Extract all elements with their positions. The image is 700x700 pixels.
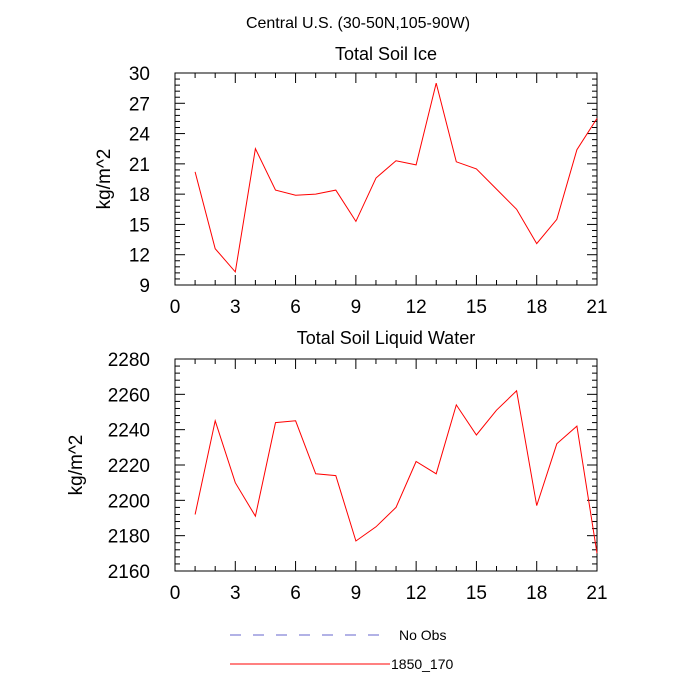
chart-panel-1: Total Soil Ice 0 3 6 9 12 15 18 21 9 12 15 18 21 24 27 3… bbox=[94, 44, 608, 318]
x-tick-label: 9 bbox=[351, 297, 362, 318]
y-axis-label: kg/m^2 bbox=[66, 435, 87, 496]
y-tick-label: 12 bbox=[129, 246, 150, 267]
x-tick-label: 15 bbox=[466, 297, 487, 318]
x-tick-label: 3 bbox=[230, 297, 241, 318]
y-tick-label: 2240 bbox=[108, 421, 150, 442]
plot-frame bbox=[174, 72, 598, 286]
y-tick-label: 15 bbox=[129, 215, 150, 236]
plot-frame bbox=[174, 358, 598, 572]
series-line-1850_170 bbox=[194, 389, 598, 554]
x-tick-label: 0 bbox=[170, 583, 181, 604]
y-tick-label: 21 bbox=[129, 155, 150, 176]
x-tick-label: 6 bbox=[290, 583, 301, 604]
legend: No Obs 1850_170 bbox=[230, 627, 454, 672]
panel-title: Total Soil Liquid Water bbox=[297, 328, 475, 348]
y-tick-label: 24 bbox=[129, 125, 151, 146]
y-tick-label: 2160 bbox=[108, 562, 150, 583]
chart-panel-2: Total Soil Liquid Water 0 3 6 9 12 15 18 21 2160 2… bbox=[66, 328, 608, 604]
y-tick-label: 30 bbox=[129, 64, 150, 85]
y-tick-label: 2260 bbox=[108, 385, 150, 406]
x-tick-label: 12 bbox=[406, 583, 427, 604]
x-tick-label: 21 bbox=[586, 297, 607, 318]
x-tick-label: 15 bbox=[466, 583, 487, 604]
x-tick-label: 18 bbox=[526, 583, 547, 604]
x-tick-label: 6 bbox=[290, 297, 301, 318]
series-line-1850_170 bbox=[194, 82, 598, 274]
legend-label: 1850_170 bbox=[391, 656, 454, 672]
y-tick-label: 2220 bbox=[108, 456, 150, 477]
y-tick-label: 18 bbox=[129, 185, 150, 206]
x-tick-label: 9 bbox=[351, 583, 362, 604]
legend-label: No Obs bbox=[399, 627, 446, 643]
x-tick-label: 0 bbox=[170, 297, 181, 318]
y-tick-label: 2200 bbox=[108, 491, 150, 512]
x-tick-label: 21 bbox=[586, 583, 607, 604]
panel-title: Total Soil Ice bbox=[335, 44, 437, 64]
y-tick-label: 9 bbox=[139, 276, 150, 297]
y-tick-label: 27 bbox=[129, 94, 150, 115]
x-tick-label: 12 bbox=[406, 297, 427, 318]
y-axis-label: kg/m^2 bbox=[94, 149, 115, 210]
figure-title: Central U.S. (30-50N,105-90W) bbox=[246, 15, 470, 32]
y-tick-label: 2280 bbox=[108, 350, 150, 371]
y-tick-label: 2180 bbox=[108, 527, 150, 548]
x-tick-label: 18 bbox=[526, 297, 547, 318]
x-tick-label: 3 bbox=[230, 583, 241, 604]
